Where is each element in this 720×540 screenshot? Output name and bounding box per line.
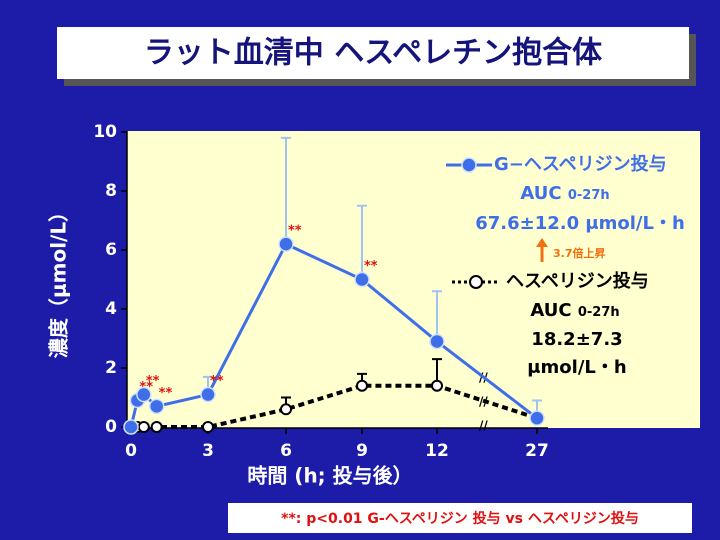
y-tick-label: 0 [105,417,117,437]
error-bar [357,204,367,280]
significance-mark: ** [146,374,160,389]
data-point [278,236,294,252]
legend-marker [469,275,483,289]
legend-marker [461,157,477,173]
auc: AUC 0-27h [490,297,660,327]
data-point [137,421,150,433]
axis-break: // [479,419,488,433]
data-point [431,379,443,392]
x-axis-label: 時間 (h; 投与後） [247,464,412,488]
data-point [429,333,445,350]
auc-value: 18.2±7.3 μmol/L・h [527,329,627,378]
y-tick-label: 10 [93,122,117,142]
auc-range: 0-27h [577,305,620,320]
data-point [354,271,370,288]
error-bar [281,136,291,245]
chart-title: ラット血清中 ヘスペレチン抱合体 [144,36,603,71]
data-point [148,398,165,415]
significance-mark: ** [210,374,224,389]
data-point [356,379,368,392]
y-tick-label: 8 [105,181,117,201]
data-point [202,421,214,433]
title-box [57,27,689,79]
auc-range: 0-27h [567,188,610,203]
significance-mark: ** [288,224,302,239]
y-tick-label: 2 [105,358,117,378]
footnote: **: p<0.01 G-ヘスペリジン 投与 vs ヘスペリジン投与 [281,511,639,527]
auc-value: 67.6±12.0 μmol/L・h [475,213,685,234]
data-point [529,410,545,426]
ratio-arrow-head [536,238,548,247]
y-tick-label: 4 [105,299,117,319]
plot-area [127,131,700,428]
x-tick-label: 3 [202,441,214,461]
x-tick-label: 27 [525,441,549,461]
legend-label: ヘスペリジン投与 [506,271,649,292]
x-tick-label: 6 [280,441,292,461]
data-point [123,419,139,435]
data-point [150,421,163,433]
x-tick-label: 9 [356,441,368,461]
legend-label: G−ヘスペリジン投与 [494,154,667,175]
error-bar [432,290,442,342]
ratio-label: 3.7倍上昇 [553,246,606,260]
significance-mark: ** [159,386,173,401]
data-point [200,386,216,403]
auc: AUC 0-27h [480,180,650,210]
data-point [280,403,292,416]
x-tick-label: 0 [125,441,137,461]
footnote-box [228,503,692,533]
data-point [136,386,152,403]
auc-label: AUC [520,183,562,204]
auc-label: AUC [530,300,572,321]
significance-mark: ** [364,259,378,274]
x-tick-label: 12 [425,441,449,461]
y-axis-label: 濃度（μmol/L） [47,202,71,358]
y-tick-label: 6 [105,240,117,260]
